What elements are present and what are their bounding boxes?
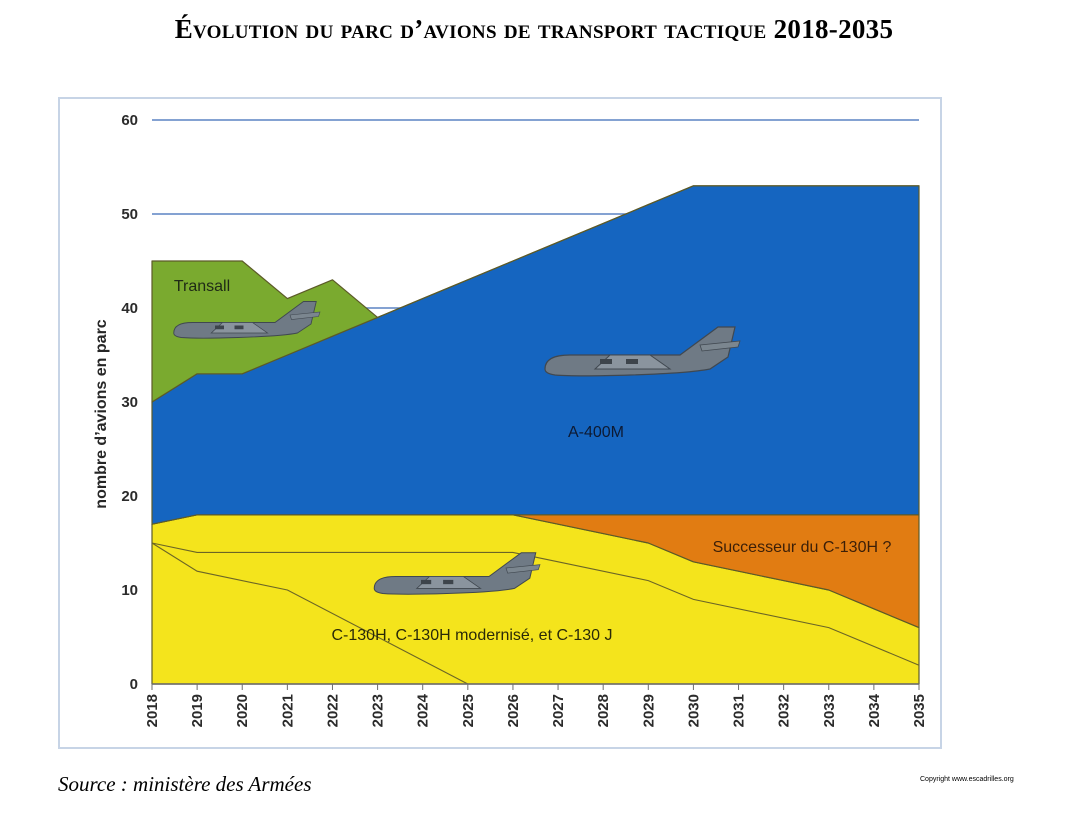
- x-tick-label: 2033: [821, 694, 838, 727]
- title-years: 2018-2035: [773, 14, 894, 44]
- x-tick-label: 2027: [550, 694, 567, 727]
- c130-subband-line: [151, 542, 920, 666]
- y-tick-label: 20: [121, 488, 138, 505]
- plane-engine: [626, 359, 638, 364]
- x-tick-label: 2019: [189, 694, 206, 727]
- plane-tailplane: [699, 340, 741, 352]
- area-transall: [151, 185, 920, 403]
- x-tick-label: 2029: [640, 694, 657, 727]
- a400m-aircraft-icon: [544, 326, 741, 377]
- y-tick-label: 30: [121, 394, 138, 411]
- copyright-note: Copyright www.escadrilles.org: [920, 776, 1014, 783]
- label-c130: C-130H, C-130H modernisé, et C-130 J: [331, 627, 612, 644]
- area-labels: Transall A-400M Successeur du C-130H ? C-13…: [174, 278, 892, 644]
- x-tick-label: 2031: [731, 694, 748, 727]
- x-tick-label: 2023: [370, 694, 387, 727]
- plane-tailplane: [505, 564, 541, 574]
- x-tick-label: 2018: [144, 694, 161, 727]
- plane-fuselage: [373, 552, 537, 595]
- c130-aircraft-icon: [373, 552, 541, 595]
- page-title: Évolution du parc d’avions de transport …: [0, 14, 1068, 45]
- label-successeur-c130h: Successeur du C-130H ?: [713, 539, 892, 556]
- area-series: [151, 185, 920, 685]
- x-tick-label: 2032: [776, 694, 793, 727]
- x-tick-label: 2030: [685, 694, 702, 727]
- x-tick-label: 2022: [325, 694, 342, 727]
- plane-engine: [421, 579, 432, 585]
- c130-subband-line: [151, 542, 469, 685]
- plane-engine: [215, 325, 224, 330]
- y-tick-label: 0: [130, 676, 138, 693]
- plane-engine: [234, 325, 244, 330]
- x-tick-label: 2020: [234, 694, 251, 727]
- x-tick-label: 2025: [460, 694, 477, 727]
- x-tick-label: 2026: [505, 694, 522, 727]
- title-text: volution du parc d’avions de transport t…: [193, 14, 767, 44]
- aircraft-illustrations: [173, 301, 741, 595]
- y-tick-label: 60: [121, 112, 138, 129]
- plane-fuselage: [173, 301, 317, 339]
- plane-tailplane: [289, 311, 321, 320]
- x-tick-label: 2024: [415, 693, 432, 727]
- y-axis-label: nombre d’avions en parc: [93, 319, 110, 508]
- plane-engine: [443, 579, 454, 585]
- y-tick-label: 40: [121, 300, 138, 317]
- x-tick-label: 2021: [279, 694, 296, 727]
- transall-aircraft-icon: [173, 301, 321, 339]
- label-a400m: A-400M: [568, 424, 624, 441]
- y-tick-label: 50: [121, 206, 138, 223]
- label-transall: Transall: [174, 278, 230, 295]
- title-initial: É: [174, 14, 194, 44]
- plane-engine: [600, 359, 612, 364]
- x-tick-label: 2028: [595, 694, 612, 727]
- y-tick-label: 10: [121, 582, 138, 599]
- plane-fuselage: [544, 326, 736, 377]
- source-note: Source : ministère des Armées: [58, 772, 312, 796]
- x-tick-label: 2035: [911, 694, 928, 727]
- x-tick-label: 2034: [866, 693, 883, 727]
